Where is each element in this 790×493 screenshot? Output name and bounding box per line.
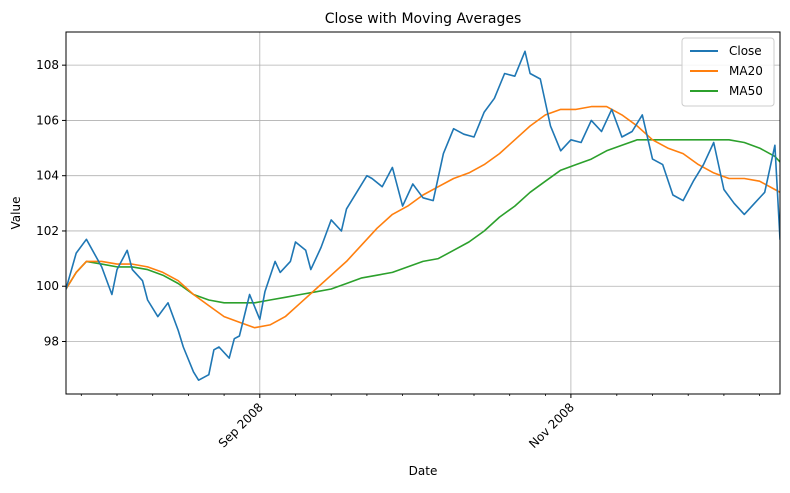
series-line-ma20 [66,105,780,329]
y-tick-label: 98 [44,334,59,348]
y-axis: 98 100 102 104 106 108 [36,58,66,348]
plot-frame [65,31,781,395]
x-axis-label: Date [409,464,438,478]
chart-title: Close with Moving Averages [325,11,522,27]
series-lines [66,50,780,382]
legend-label-ma50: MA50 [729,84,763,98]
legend-box [681,37,775,107]
legend-label-ma20: MA20 [729,64,763,78]
y-axis-label: Value [9,197,23,230]
y-tick-label: 102 [36,224,59,238]
legend-label-close: Close [729,44,762,58]
legend: Close MA20 MA50 [681,37,775,107]
series-line-close [66,50,780,382]
y-tick-label: 108 [36,58,59,72]
series-line-ma50 [66,139,780,304]
y-tick-label: 106 [36,113,59,127]
y-tick-label: 104 [36,169,59,183]
y-tick-label: 100 [36,279,59,293]
